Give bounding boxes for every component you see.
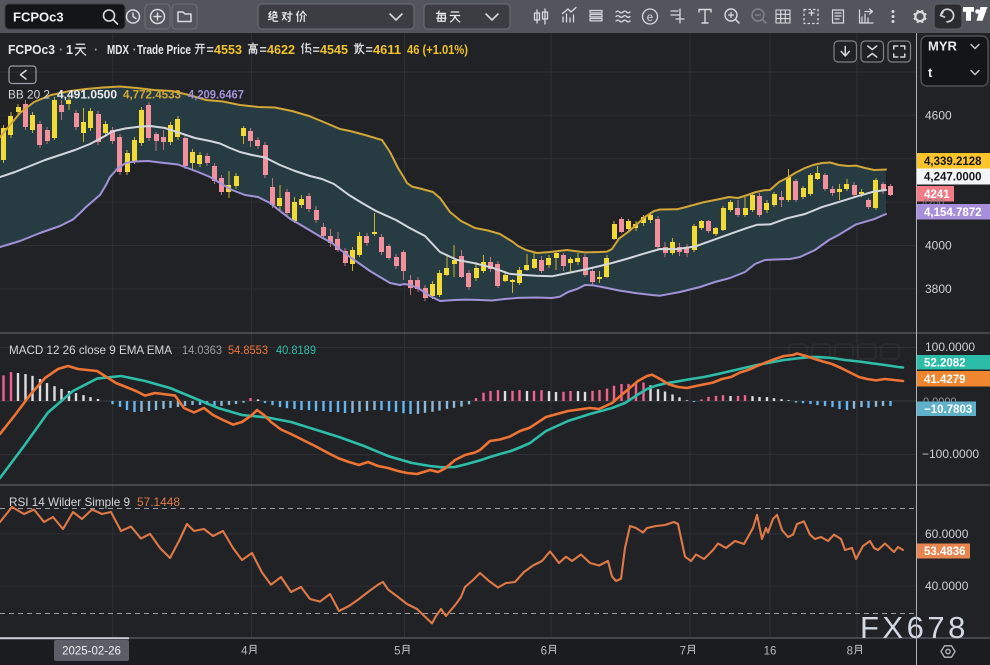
svg-text:4545: 4545: [320, 43, 348, 57]
svg-text:FCPOc3: FCPOc3: [13, 10, 64, 25]
svg-text:60.0000: 60.0000: [925, 527, 969, 541]
svg-text:2025-02-26: 2025-02-26: [62, 646, 121, 658]
svg-text:14.0363: 14.0363: [182, 343, 222, 357]
svg-text:4241: 4241: [924, 189, 950, 201]
svg-text:41.4279: 41.4279: [924, 374, 966, 386]
svg-text:e: e: [647, 12, 653, 24]
svg-text:53.4836: 53.4836: [924, 546, 966, 558]
svg-text:4,154.7872: 4,154.7872: [924, 207, 982, 219]
svg-text:−10.7803: −10.7803: [924, 404, 972, 416]
svg-text:MDX: MDX: [107, 43, 130, 57]
svg-text:RSI 14 Wilder Simple 9: RSI 14 Wilder Simple 9: [9, 495, 130, 509]
svg-text:16: 16: [764, 646, 777, 658]
svg-text:4553: 4553: [214, 43, 242, 57]
svg-text:4,339.2128: 4,339.2128: [924, 156, 982, 168]
svg-text:FCPOc3: FCPOc3: [8, 43, 55, 57]
svg-text:46 (+1.01%): 46 (+1.01%): [407, 43, 468, 57]
svg-text:Trade Price: Trade Price: [137, 43, 191, 57]
svg-text:=: =: [260, 43, 267, 57]
svg-text:54.8553: 54.8553: [228, 343, 268, 357]
svg-text:4,772.4533: 4,772.4533: [123, 88, 181, 102]
svg-text:MACD 12 26 close 9 EMA EMA: MACD 12 26 close 9 EMA EMA: [9, 343, 172, 357]
svg-text:·: ·: [133, 43, 137, 57]
svg-text:4622: 4622: [267, 43, 295, 57]
svg-text:4200: 4200: [922, 198, 945, 209]
svg-text:40.0000: 40.0000: [925, 579, 969, 593]
svg-text:4,491.0500: 4,491.0500: [57, 88, 117, 102]
svg-text:t: t: [928, 65, 933, 80]
svg-text:BB 20 2: BB 20 2: [8, 88, 50, 102]
svg-text:=: =: [366, 43, 373, 57]
svg-text:MYR: MYR: [928, 39, 958, 54]
svg-text:4,247.0000: 4,247.0000: [924, 172, 982, 184]
svg-text:40.8189: 40.8189: [276, 343, 316, 357]
svg-text:4600: 4600: [925, 109, 952, 123]
svg-text:=: =: [313, 43, 320, 57]
svg-text:7: 7: [680, 646, 686, 658]
svg-text:4: 4: [241, 646, 248, 658]
svg-text:4,209.6467: 4,209.6467: [188, 88, 244, 102]
svg-text:100.0000: 100.0000: [925, 340, 975, 354]
svg-text:4611: 4611: [373, 43, 401, 57]
svg-text:·: ·: [94, 43, 98, 57]
svg-text:6: 6: [541, 646, 547, 658]
svg-text:57.1448: 57.1448: [137, 495, 180, 509]
svg-text:·: ·: [59, 43, 63, 57]
svg-text:=: =: [207, 43, 214, 57]
svg-text:−100.0000: −100.0000: [922, 447, 979, 461]
svg-text:1: 1: [66, 43, 73, 57]
svg-text:3800: 3800: [925, 282, 952, 296]
svg-text:8: 8: [847, 646, 853, 658]
svg-text:52.2082: 52.2082: [924, 357, 966, 369]
svg-text:5: 5: [394, 646, 400, 658]
svg-text:4000: 4000: [925, 239, 952, 253]
